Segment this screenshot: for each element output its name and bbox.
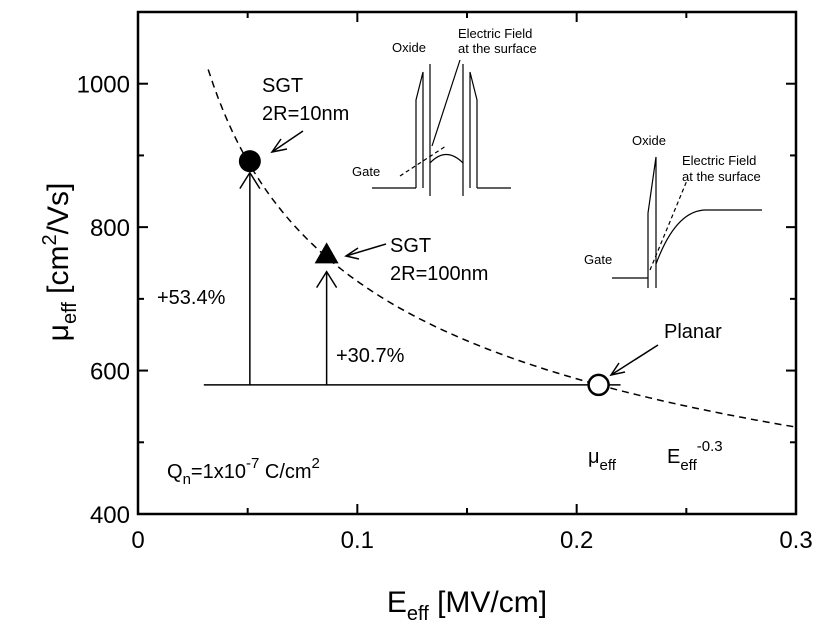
inset-sgt-field-line2: at the surface [458, 41, 537, 56]
inset-planar-gate: Gate [584, 252, 612, 267]
point-sgt-10nm [238, 150, 261, 173]
inset-sgt-potential [429, 153, 464, 164]
inset-sgt: Oxide Electric Field at the surface Gate [352, 26, 537, 196]
y-axis-title-rest2: /Vs] [42, 183, 75, 235]
enhancement-arrow-10nm [239, 171, 261, 385]
enhancement-label-10nm: +53.4% [157, 287, 226, 309]
inset-sgt-gate-left [415, 71, 424, 188]
y-tick-label: 800 [90, 215, 130, 242]
x-axis-title-sub: eff [407, 603, 429, 625]
inset-sgt-tangent [399, 145, 447, 177]
label-sgt-10nm-line2: 2R=10nm [262, 103, 349, 125]
y-axis-title: μeff [cm2/Vs] [39, 183, 81, 342]
pointer-planar-head [609, 362, 626, 377]
x-axis-title-rest: [MV/cm] [429, 586, 547, 619]
inset-planar-oxide: Oxide [632, 133, 666, 148]
y-axis-title-sup: 2 [39, 234, 61, 245]
y-tick-label: 1000 [77, 72, 130, 99]
enhancement-arrow-100nm [315, 270, 338, 385]
x-tick-label: 0 [131, 527, 144, 554]
y-axis-title-sub: eff [59, 302, 81, 324]
point-planar [587, 373, 610, 397]
label-sgt-100nm-line2: 2R=100nm [390, 263, 488, 285]
pointer-sgt-100nm-head [344, 247, 360, 260]
relation-e: Eeff-0.3 [667, 438, 723, 474]
inset-sgt-field-pointer [431, 59, 461, 147]
inset-planar-field-line1: Electric Field [682, 153, 756, 168]
pointer-planar [610, 344, 659, 376]
inset-sgt-gate-right [469, 71, 478, 188]
inset-sgt-field-line1: Electric Field [458, 26, 532, 41]
relation-mu: μeff [588, 446, 617, 474]
tick-labels: 0 0.1 0.2 0.3 400 600 800 1000 [77, 72, 813, 554]
inset-planar-potential [655, 209, 762, 265]
inset-planar-field-line2: at the surface [682, 169, 761, 184]
enhancement-label-100nm: +30.7% [336, 345, 405, 367]
x-tick-label: 0.3 [779, 527, 812, 554]
fit-curve [207, 69, 797, 428]
pointer-sgt-100nm [345, 243, 387, 257]
pointer-sgt-10nm [271, 130, 304, 153]
x-tick-label: 0.1 [341, 527, 374, 554]
inset-planar: Oxide Electric Field at the surface Gate [584, 133, 762, 288]
label-sgt-10nm-line1: SGT [262, 75, 303, 97]
pointer-sgt-10nm-head [270, 138, 288, 154]
label-sgt-100nm-line1: SGT [390, 235, 431, 257]
y-axis-title-rest1: [cm [42, 245, 75, 302]
y-tick-label: 400 [90, 502, 130, 529]
y-tick-label: 600 [90, 359, 130, 386]
label-planar: Planar [664, 321, 722, 343]
inset-planar-tangent [649, 177, 689, 271]
point-sgt-100nm [314, 242, 339, 264]
x-axis-title: Eeff [MV/cm] [387, 586, 547, 625]
x-tick-label: 0.2 [560, 527, 593, 554]
condition-label: Qn=1x10-7 C/cm2 [167, 455, 320, 488]
inset-planar-gate [612, 156, 657, 288]
axis-ticks [137, 11, 797, 515]
inset-sgt-gate: Gate [352, 164, 380, 179]
inset-sgt-oxide: Oxide [392, 40, 426, 55]
